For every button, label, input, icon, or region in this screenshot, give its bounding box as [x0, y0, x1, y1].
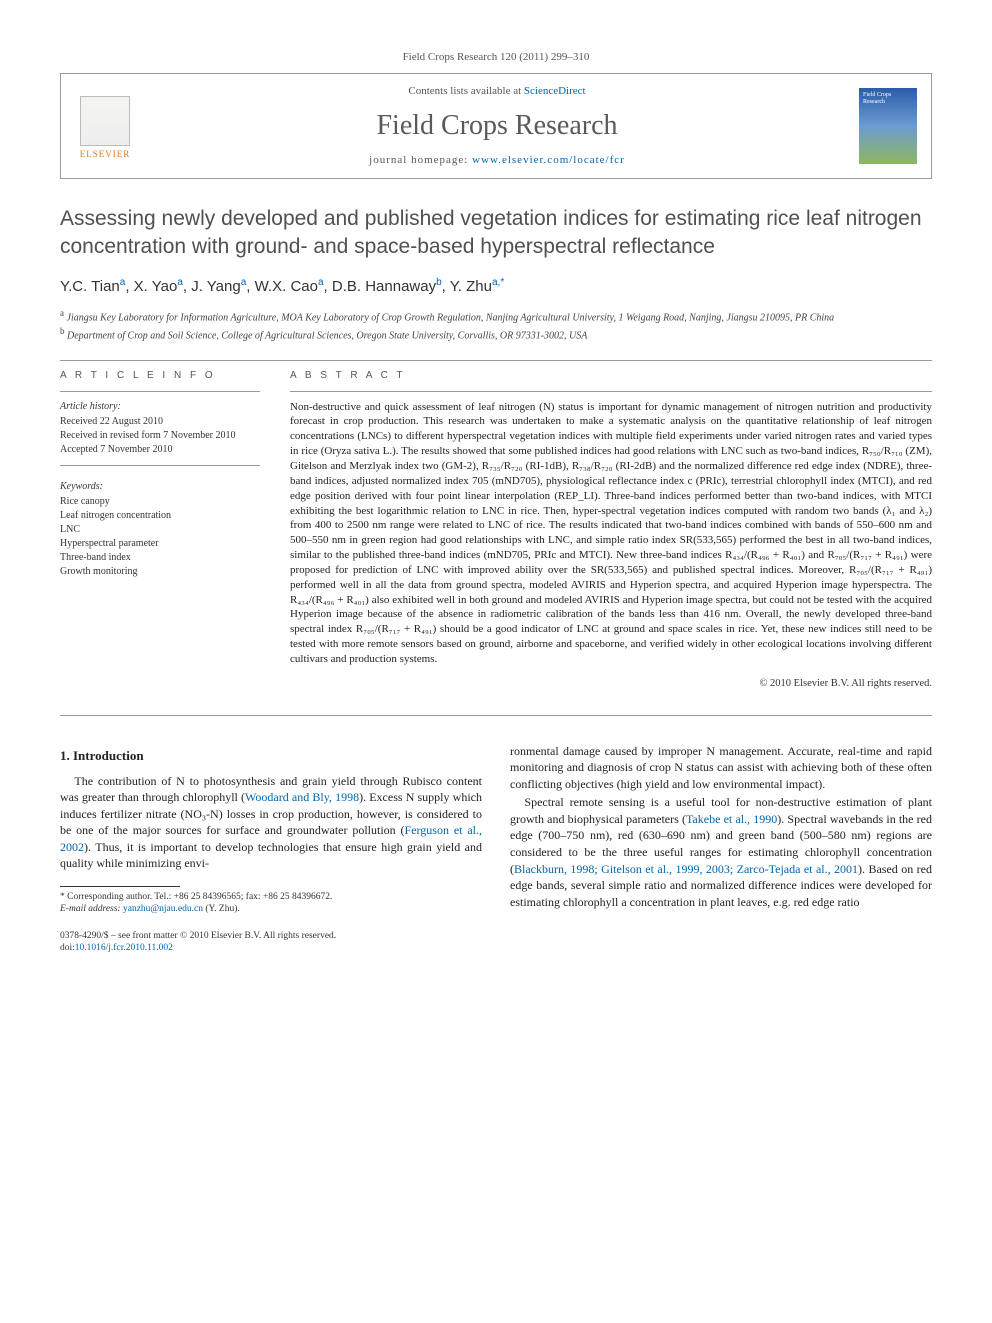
doi-link[interactable]: 10.1016/j.fcr.2010.11.002 — [75, 943, 173, 953]
abstract-block: A B S T R A C T Non-destructive and quic… — [290, 369, 932, 692]
ref-woodard-bly-1998[interactable]: Woodard and Bly, 1998 — [245, 790, 359, 804]
journal-cover-thumbnail[interactable] — [859, 88, 917, 164]
footnotes: * Corresponding author. Tel.: +86 25 843… — [60, 891, 482, 916]
affiliation-a-text: Jiangsu Key Laboratory for Information A… — [67, 312, 835, 323]
corresponding-email-link[interactable]: yanzhu@njau.edu.cn — [123, 904, 203, 914]
history-revised: Received in revised form 7 November 2010 — [60, 429, 260, 443]
email-suffix: (Y. Zhu). — [203, 904, 240, 914]
keyword-6: Growth monitoring — [60, 565, 260, 579]
affiliation-b-text: Department of Crop and Soil Science, Col… — [67, 331, 587, 342]
affiliations: a Jiangsu Key Laboratory for Information… — [60, 307, 932, 344]
elsevier-logo[interactable]: ELSEVIER — [75, 92, 135, 160]
intro-para-1: The contribution of N to photosynthesis … — [60, 773, 482, 872]
body-two-columns: 1. Introduction The contribution of N to… — [60, 743, 932, 916]
info-abstract-row: A R T I C L E I N F O Article history: R… — [60, 369, 932, 692]
separator-bottom — [60, 715, 932, 716]
abstract-copyright: © 2010 Elsevier B.V. All rights reserved… — [290, 677, 932, 692]
keyword-4: Hyperspectral parameter — [60, 537, 260, 551]
separator-top — [60, 360, 932, 361]
ref-blackburn-gitelson-zarco[interactable]: Blackburn, 1998; Gitelson et al., 1999, … — [514, 862, 858, 876]
header-center: Contents lists available at ScienceDirec… — [149, 84, 845, 168]
keyword-5: Three-band index — [60, 551, 260, 565]
affiliation-a: a Jiangsu Key Laboratory for Information… — [60, 307, 932, 325]
journal-homepage-line: journal homepage: www.elsevier.com/locat… — [149, 153, 845, 168]
page-footer: 0378-4290/$ – see front matter © 2010 El… — [60, 930, 932, 955]
journal-title: Field Crops Research — [149, 106, 845, 145]
contents-available-line: Contents lists available at ScienceDirec… — [149, 84, 845, 99]
page-container: Field Crops Research 120 (2011) 299–310 … — [0, 0, 992, 994]
abstract-text: Non-destructive and quick assessment of … — [290, 400, 932, 667]
keyword-2: Leaf nitrogen concentration — [60, 509, 260, 523]
keywords-label: Keywords: — [60, 480, 260, 494]
journal-reference: Field Crops Research 120 (2011) 299–310 — [60, 50, 932, 65]
elsevier-label: ELSEVIER — [80, 148, 131, 161]
article-info-block: A R T I C L E I N F O Article history: R… — [60, 369, 260, 692]
footnote-separator — [60, 886, 180, 887]
intro-para-3: Spectral remote sensing is a useful tool… — [510, 794, 932, 910]
journal-header-box: ELSEVIER Contents lists available at Sci… — [60, 73, 932, 179]
article-info-heading: A R T I C L E I N F O — [60, 369, 260, 383]
info-sep-2 — [60, 465, 260, 466]
email-label: E-mail address: — [60, 904, 123, 914]
ref-takebe-1990[interactable]: Takebe et al., 1990 — [686, 812, 777, 826]
corresponding-email-line: E-mail address: yanzhu@njau.edu.cn (Y. Z… — [60, 903, 482, 915]
elsevier-tree-icon — [80, 96, 130, 146]
contents-prefix: Contents lists available at — [408, 85, 523, 97]
history-accepted: Accepted 7 November 2010 — [60, 443, 260, 457]
section-1-heading: 1. Introduction — [60, 747, 482, 765]
footer-doi-line: doi:10.1016/j.fcr.2010.11.002 — [60, 942, 932, 954]
history-received: Received 22 August 2010 — [60, 415, 260, 429]
doi-label: doi: — [60, 943, 75, 953]
article-history-label: Article history: — [60, 400, 260, 414]
author-list: Y.C. Tiana, X. Yaoa, J. Yanga, W.X. Caoa… — [60, 276, 932, 297]
sciencedirect-link[interactable]: ScienceDirect — [524, 85, 586, 97]
keyword-3: LNC — [60, 523, 260, 537]
affiliation-b: b Department of Crop and Soil Science, C… — [60, 325, 932, 343]
article-title: Assessing newly developed and published … — [60, 205, 932, 260]
p1-post: ). Thus, it is important to develop tech… — [60, 840, 482, 871]
journal-homepage-link[interactable]: www.elsevier.com/locate/fcr — [472, 154, 625, 166]
footer-issn-line: 0378-4290/$ – see front matter © 2010 El… — [60, 930, 932, 942]
abstract-heading: A B S T R A C T — [290, 369, 932, 383]
corresponding-author: * Corresponding author. Tel.: +86 25 843… — [60, 891, 482, 903]
homepage-prefix: journal homepage: — [369, 154, 472, 166]
keyword-1: Rice canopy — [60, 495, 260, 509]
info-sep-1 — [60, 391, 260, 392]
intro-para-2: ronmental damage caused by improper N ma… — [510, 743, 932, 793]
abstract-sep — [290, 391, 932, 392]
